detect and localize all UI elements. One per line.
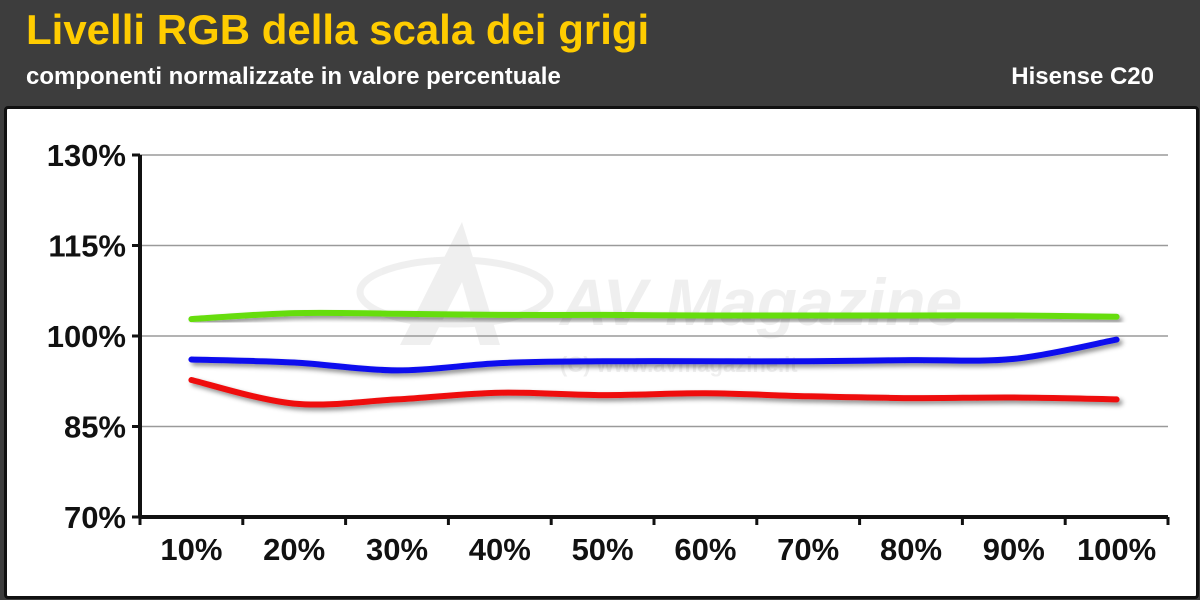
x-tick-label: 30% (366, 532, 428, 567)
chart-subtitle: componenti normalizzate in valore percen… (26, 63, 561, 90)
chart-title: Livelli RGB della scala dei grigi (26, 6, 650, 53)
x-tick-label: 100% (1077, 532, 1156, 567)
x-tick-label: 10% (160, 532, 222, 567)
watermark-swoosh-icon (356, 256, 554, 328)
y-tick-label: 85% (64, 410, 126, 445)
y-tick-labels: 70% 85% 100% 115% 130% (47, 138, 126, 535)
x-tick-label: 60% (674, 532, 736, 567)
series-line-2 (188, 336, 1120, 374)
watermark-copyright: (C) www.avmagazine.it (560, 352, 798, 377)
device-model-label: Hisense C20 (1011, 63, 1154, 90)
x-tick-label: 40% (469, 532, 531, 567)
x-tick-label: 50% (572, 532, 634, 567)
x-tick-label: 80% (880, 532, 942, 567)
chart-header: Livelli RGB della scala dei grigi compon… (0, 0, 1200, 104)
series-line-1 (188, 309, 1120, 323)
watermark-brand: AV Magazine (558, 265, 962, 339)
y-tick-label: 70% (64, 500, 126, 535)
y-tick-label: 100% (47, 319, 126, 354)
series-line-3 (188, 377, 1120, 408)
series-lines (188, 309, 1120, 408)
x-tick-labels: 10% 20% 30% 40% 50% 60% 70% 80% 90% 100% (160, 532, 1156, 567)
x-tick-label: 20% (263, 532, 325, 567)
axes (132, 153, 1170, 525)
y-tick-label: 115% (48, 229, 126, 264)
x-tick-label: 70% (777, 532, 839, 567)
gridlines (140, 154, 1168, 428)
x-tick-label: 90% (983, 532, 1045, 567)
y-tick-label: 130% (47, 138, 126, 173)
